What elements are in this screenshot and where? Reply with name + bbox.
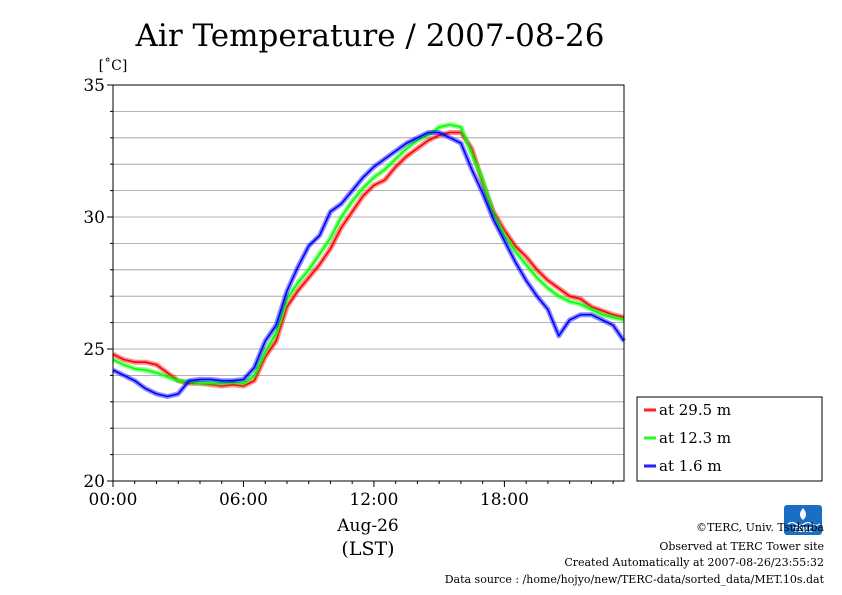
x-axis-timezone-label: (LST) — [341, 538, 394, 560]
legend-label: at 29.5 m — [659, 401, 731, 419]
series-line-1 — [112, 123, 625, 385]
series-band-1 — [111, 122, 625, 386]
terc-logo: TERC — [784, 505, 822, 535]
legend: at 29.5 m at 12.3 m at 1.6 m — [636, 396, 823, 482]
x-tick-label: 18:00 — [480, 490, 529, 510]
chart-title: Air Temperature / 2007-08-26 — [135, 18, 605, 54]
water-drop-icon — [800, 508, 806, 520]
y-tick-label: 25 — [83, 340, 105, 360]
x-tick-label: 00:00 — [89, 490, 138, 510]
x-axis-date-label: Aug-26 — [336, 516, 398, 536]
credit-created: Created Automatically at 2007-08-26/23:5… — [564, 556, 824, 569]
gridlines — [113, 111, 624, 456]
legend-label: at 1.6 m — [659, 457, 722, 475]
credit-copyright: ©TERC, Univ. Tsukuba — [696, 521, 824, 534]
y-tick-label: 20 — [83, 472, 105, 492]
series-line-2 — [112, 131, 625, 398]
credit-data-source: Data source : /home/hojyo/new/TERC-data/… — [445, 573, 825, 586]
x-tick-label: 06:00 — [219, 490, 268, 510]
series-lines — [111, 122, 627, 399]
y-tick-label: 35 — [83, 76, 105, 96]
y-tick-label: 30 — [83, 208, 105, 228]
legend-box — [636, 396, 823, 482]
wave-icon — [787, 521, 821, 527]
credits: ©TERC, Univ. Tsukuba Observed at TERC To… — [445, 521, 825, 586]
plot-frame — [112, 84, 625, 482]
legend-label: at 12.3 m — [659, 429, 731, 447]
credit-site: Observed at TERC Tower site — [659, 540, 824, 553]
x-tick-label: 12:00 — [349, 490, 398, 510]
y-axis-unit-label: [˚C] — [99, 57, 128, 74]
terc-logo-text: TERC — [793, 526, 813, 534]
axis-ticks: 20 25 30 35 00:00 06:00 12:00 18:00 — [83, 76, 614, 510]
